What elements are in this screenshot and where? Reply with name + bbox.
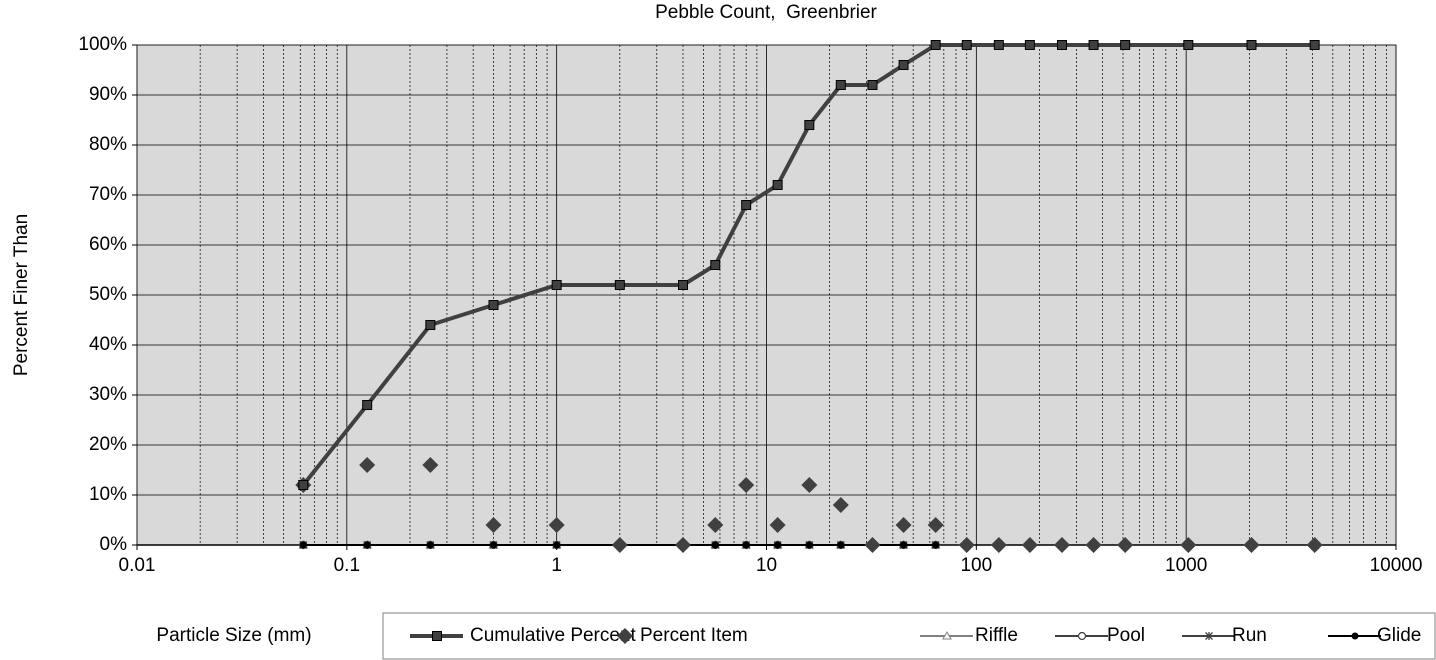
y-tick-label: 60%: [89, 234, 127, 255]
legend-label: Percent Item: [640, 625, 748, 646]
marker-diamond: [864, 537, 881, 553]
marker-circle-open: [1077, 631, 1087, 641]
legend-label: Riffle: [975, 625, 1018, 646]
marker-diamond: [1306, 537, 1323, 553]
marker-square: [614, 280, 625, 290]
marker-diamond: [1053, 537, 1070, 553]
marker-diamond: [769, 517, 786, 533]
marker-square: [772, 180, 783, 190]
marker-triangle: [942, 630, 952, 640]
marker-square: [1183, 40, 1194, 50]
marker-square: [432, 631, 442, 641]
legend-box: [382, 612, 1436, 660]
y-tick-label: 30%: [89, 384, 127, 405]
marker-square: [835, 80, 846, 90]
y-axis-label: Percent Finer Than: [11, 214, 32, 376]
x-tick-label: 1000: [1165, 555, 1207, 576]
marker-star: [1205, 632, 1213, 640]
y-tick-label: 10%: [89, 484, 127, 505]
marker-diamond: [707, 517, 724, 533]
marker-diamond: [927, 517, 944, 533]
marker-circle: [837, 541, 845, 549]
x-tick-label: 10: [756, 555, 777, 576]
marker-circle: [490, 541, 498, 549]
marker-circle: [299, 541, 307, 549]
legend-label: Cumulative Percent: [470, 625, 637, 646]
marker-diamond: [738, 477, 755, 493]
marker-diamond: [617, 628, 633, 644]
x-tick-label: 0.01: [119, 555, 156, 576]
y-tick-label: 90%: [89, 84, 127, 105]
x-tick-label: 0.1: [334, 555, 360, 576]
marker-square: [425, 320, 436, 330]
y-tick-label: 40%: [89, 334, 127, 355]
series-line: [301, 43, 1315, 487]
legend-label: Glide: [1377, 625, 1421, 646]
marker-diamond: [1117, 537, 1134, 553]
y-tick-label: 100%: [78, 34, 127, 55]
marker-diamond: [895, 517, 912, 533]
x-tick-label: 10000: [1370, 555, 1423, 576]
legend-label: Pool: [1107, 625, 1145, 646]
marker-square: [993, 40, 1004, 50]
marker-diamond: [674, 537, 691, 553]
marker-square: [677, 280, 688, 290]
marker-square: [1024, 40, 1035, 50]
marker-diamond: [359, 457, 376, 473]
marker-square: [1246, 40, 1257, 50]
marker-square: [961, 40, 972, 50]
marker-diamond: [1180, 537, 1197, 553]
marker-square: [488, 300, 499, 310]
marker-square: [298, 480, 309, 490]
marker-square: [867, 80, 878, 90]
y-tick-label: 70%: [89, 184, 127, 205]
marker-square: [804, 120, 815, 130]
marker-diamond: [611, 537, 628, 553]
marker-diamond: [1085, 537, 1102, 553]
marker-circle: [900, 541, 908, 549]
x-axis-label: Particle Size (mm): [156, 625, 311, 646]
marker-diamond: [801, 477, 818, 493]
y-tick-label: 80%: [89, 134, 127, 155]
marker-square: [930, 40, 941, 50]
marker-diamond: [832, 497, 849, 513]
marker-diamond: [990, 537, 1007, 553]
marker-square: [551, 280, 562, 290]
marker-diamond: [1243, 537, 1260, 553]
marker-square: [1120, 40, 1131, 50]
marker-square: [898, 60, 909, 70]
marker-square: [1088, 40, 1099, 50]
x-tick-label: 1: [551, 555, 562, 576]
marker-circle: [932, 541, 940, 549]
marker-diamond: [485, 517, 502, 533]
y-tick-label: 0%: [100, 534, 128, 555]
chart-title: Pebble Count, Greenbrier: [655, 2, 877, 23]
marker-circle: [805, 541, 813, 549]
legend: Cumulative Percent Percent Item Riffle Pool…: [382, 612, 1436, 660]
marker-diamond: [1021, 537, 1038, 553]
marker-square: [1056, 40, 1067, 50]
marker-circle: [1351, 632, 1359, 640]
marker-square: [362, 400, 373, 410]
marker-circle: [774, 541, 782, 549]
marker-diamond: [548, 517, 565, 533]
marker-diamond: [958, 537, 975, 553]
x-tick-label: 100: [960, 555, 992, 576]
marker-circle: [711, 541, 719, 549]
marker-square: [741, 200, 752, 210]
marker-square: [1309, 40, 1320, 50]
marker-diamond: [422, 457, 439, 473]
marker-circle: [553, 541, 561, 549]
y-tick-label: 20%: [89, 434, 127, 455]
marker-circle: [363, 541, 371, 549]
marker-circle: [426, 541, 434, 549]
marker-circle: [742, 541, 750, 549]
legend-label: Run: [1232, 625, 1267, 646]
marker-square: [710, 260, 721, 270]
y-tick-label: 50%: [89, 284, 127, 305]
